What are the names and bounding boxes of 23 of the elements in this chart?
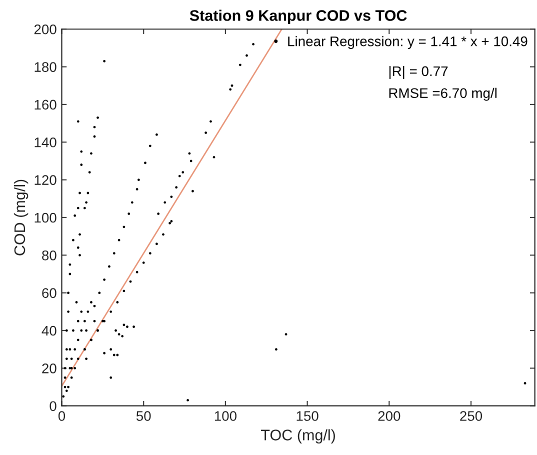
- annotation: RMSE =6.70 mg/l: [389, 88, 496, 101]
- y-tick-label: 0: [50, 401, 56, 412]
- y-tick-label: 200: [34, 24, 56, 34]
- x-tick-label: 200: [378, 411, 400, 421]
- x-tick-label: 250: [460, 411, 482, 421]
- y-tick-label: 40: [42, 326, 56, 336]
- x-tick-label: 100: [214, 411, 236, 421]
- legend-label: Linear Regression: y = 1.41 * x + 10.49: [288, 36, 528, 50]
- x-axis-title: TOC (mg/l): [261, 429, 335, 444]
- y-tick-label: 20: [42, 364, 56, 374]
- x-tick-label: 50: [136, 411, 151, 421]
- x-tick-label: 150: [296, 411, 318, 421]
- y-tick-label: 80: [42, 250, 56, 260]
- chart-title: Station 9 Kanpur COD vs TOC: [190, 10, 407, 24]
- y-tick-label: 100: [34, 212, 56, 223]
- y-tick-label: 140: [34, 137, 56, 148]
- annotation: |R| = 0.77: [389, 66, 448, 79]
- y-tick-label: 180: [34, 62, 56, 72]
- y-tick-label: 160: [34, 100, 56, 110]
- y-tick-label: 60: [42, 288, 56, 298]
- x-tick-label: 0: [58, 411, 66, 421]
- y-tick-label: 120: [34, 175, 56, 185]
- y-axis-title: COD (mg/l): [14, 180, 28, 256]
